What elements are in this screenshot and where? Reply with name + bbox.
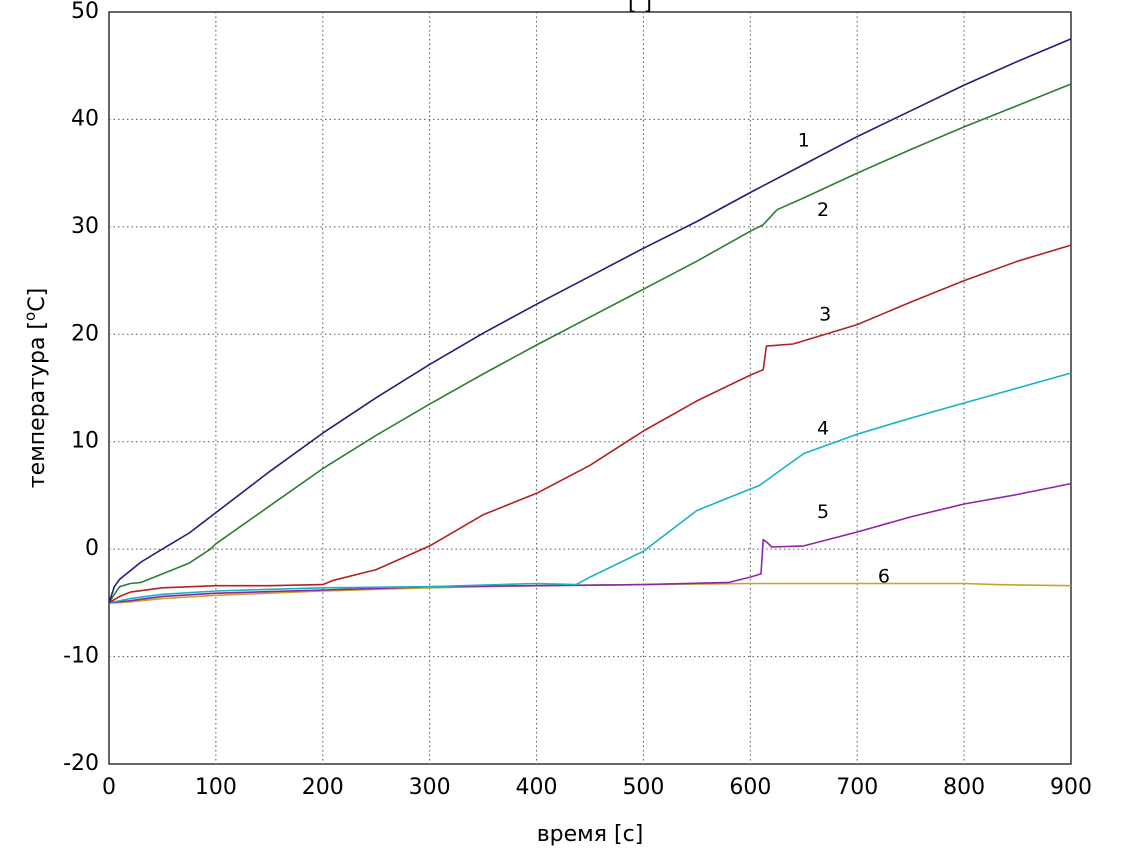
y-tick-label: 0 — [85, 536, 99, 561]
grid — [109, 12, 1071, 764]
y-tick-labels: -20 -10 0 10 20 30 40 50 — [63, 0, 99, 776]
y-axis-label-sup: o — [21, 312, 39, 321]
y-axis-label-main: температура [ — [25, 321, 50, 488]
series-line-1 — [108, 38, 1072, 604]
series-line-3 — [108, 244, 1072, 604]
x-tick-label: 100 — [195, 775, 237, 800]
y-tick-label: -10 — [63, 644, 99, 669]
series-label-3: 3 — [819, 303, 831, 325]
series-labels: 1 2 3 4 5 6 — [798, 129, 890, 587]
x-tick-labels: 0 100 200 300 400 500 600 700 800 900 — [102, 775, 1092, 800]
series-lines — [108, 38, 1072, 604]
series-line-5 — [108, 482, 1072, 604]
x-tick-label: 200 — [302, 775, 344, 800]
x-tick-label: 700 — [836, 775, 878, 800]
plot-area — [108, 11, 1072, 765]
series-label-4: 4 — [817, 417, 829, 439]
series-label-2: 2 — [817, 199, 829, 221]
x-tick-label: 300 — [409, 775, 451, 800]
series-label-6: 6 — [878, 566, 890, 588]
series-label-1: 1 — [798, 129, 810, 151]
series-line-4 — [108, 372, 1072, 604]
y-axis-label: температура [oC] — [21, 288, 50, 488]
x-tick-label: 800 — [943, 775, 985, 800]
y-tick-label: 50 — [71, 0, 99, 24]
x-axis-label: время [с] — [537, 822, 644, 847]
y-tick-label: 40 — [71, 106, 99, 131]
y-tick-label: -20 — [63, 751, 99, 776]
series-line-2 — [108, 83, 1072, 604]
y-tick-label: 20 — [71, 321, 99, 346]
x-tick-label: 400 — [516, 775, 558, 800]
x-tick-label: 500 — [622, 775, 664, 800]
y-tick-label: 10 — [71, 429, 99, 454]
x-tick-label: 600 — [729, 775, 771, 800]
y-axis-label-tail: C] — [25, 288, 50, 312]
series-label-5: 5 — [817, 501, 829, 523]
title-fragment: [ ] — [628, 0, 652, 15]
x-tick-label: 0 — [102, 775, 116, 800]
y-tick-label: 30 — [71, 214, 99, 239]
x-tick-label: 900 — [1050, 775, 1092, 800]
